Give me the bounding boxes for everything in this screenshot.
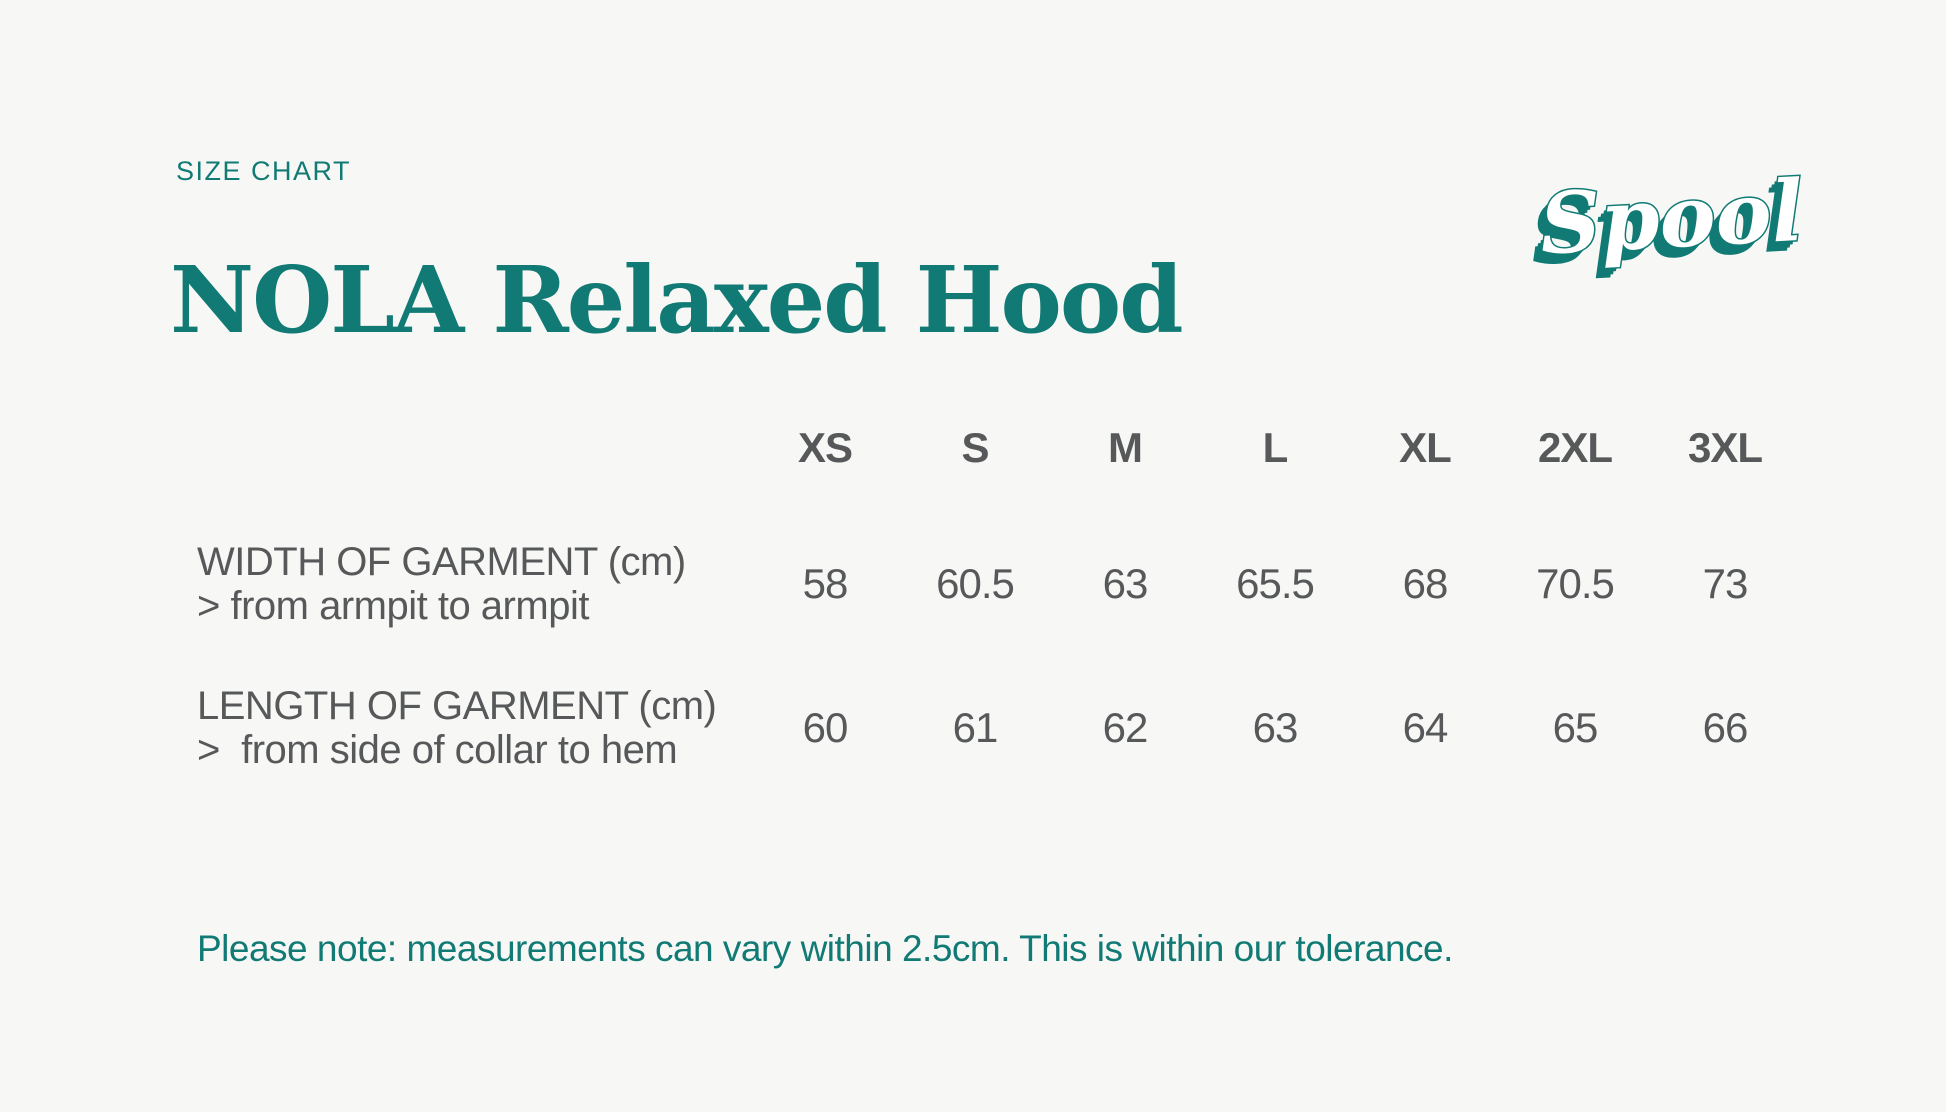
length-value-l: 63	[1252, 704, 1299, 751]
size-column-header-3xl: 3XL	[1687, 424, 1763, 471]
length-value-2xl: 65	[1552, 704, 1599, 751]
width-value-xs: 58	[802, 560, 849, 607]
width-value-s: 60.5	[936, 560, 1015, 607]
size-header-row: XS S M L XL 2XL 3XL	[197, 424, 1800, 471]
page-title: NOLA Relaxed Hood	[170, 245, 1184, 354]
row-label-length-sub: > from side of collar to hem	[197, 728, 678, 772]
size-column-header-xs: XS	[797, 424, 853, 471]
width-value-xl: 68	[1402, 560, 1449, 607]
length-value-3xl: 66	[1702, 704, 1749, 751]
size-column-header-l: L	[1262, 424, 1289, 471]
row-label-width: WIDTH OF GARMENT (cm) > from armpit to a…	[197, 540, 750, 628]
tolerance-note: Please note: measurements can vary withi…	[197, 928, 1453, 969]
size-column-header-s: S	[961, 424, 989, 471]
brand-logo: Spool	[1536, 159, 1807, 275]
length-value-xs: 60	[802, 704, 849, 751]
width-value-m: 63	[1102, 560, 1149, 607]
width-value-2xl: 70.5	[1536, 560, 1615, 607]
row-label-length: LENGTH OF GARMENT (cm) > from side of co…	[197, 684, 750, 772]
size-column-header-m: M	[1108, 424, 1143, 471]
table-row-length: LENGTH OF GARMENT (cm) > from side of co…	[197, 672, 1800, 784]
size-column-header-2xl: 2XL	[1537, 424, 1613, 471]
row-label-width-sub: > from armpit to armpit	[197, 584, 589, 628]
length-value-s: 61	[952, 704, 999, 751]
length-value-m: 62	[1102, 704, 1149, 751]
eyebrow-label: SIZE CHART	[176, 156, 352, 186]
size-column-header-xl: XL	[1399, 424, 1452, 471]
row-label-width-main: WIDTH OF GARMENT (cm)	[197, 540, 686, 584]
table-row-width: WIDTH OF GARMENT (cm) > from armpit to a…	[197, 528, 1800, 640]
width-value-l: 65.5	[1236, 560, 1315, 607]
row-label-length-main: LENGTH OF GARMENT (cm)	[197, 684, 717, 728]
length-value-xl: 64	[1402, 704, 1449, 751]
width-value-3xl: 73	[1702, 560, 1749, 607]
